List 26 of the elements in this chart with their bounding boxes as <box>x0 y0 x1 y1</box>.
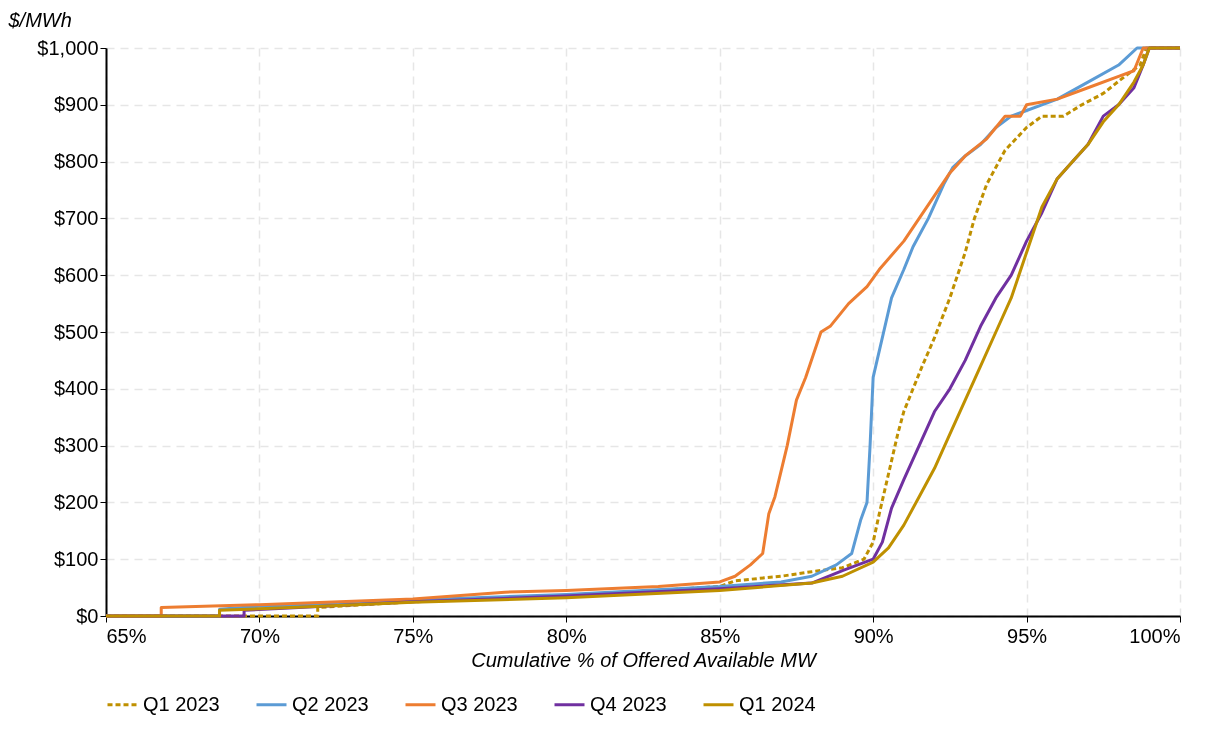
x-tick-label: 100% <box>1129 624 1181 647</box>
y-tick-label: $700 <box>54 206 99 229</box>
x-tick-label: 90% <box>853 624 894 647</box>
y-tick-label: $900 <box>54 93 99 116</box>
x-tick-label: 85% <box>700 624 741 647</box>
y-axis-title: $/MWh <box>7 8 72 31</box>
y-tick-label: $200 <box>54 490 99 513</box>
legend-label: Q4 2023 <box>590 692 667 715</box>
x-tick-label: 95% <box>1007 624 1048 647</box>
y-tick-label: $100 <box>54 547 99 570</box>
y-tick-label: $800 <box>54 150 99 173</box>
y-tick-label: $500 <box>54 320 99 343</box>
y-tick-label: $1,000 <box>37 36 99 59</box>
y-tick-label: $300 <box>54 434 99 457</box>
legend-label: Q1 2024 <box>739 692 816 715</box>
x-axis-title: Cumulative % of Offered Available MW <box>471 648 818 671</box>
legend-label: Q1 2023 <box>143 692 220 715</box>
y-tick-label: $400 <box>54 377 99 400</box>
x-tick-label: 75% <box>393 624 434 647</box>
x-tick-label: 70% <box>239 624 281 647</box>
x-tick-label: 65% <box>106 624 147 647</box>
x-tick-label: 80% <box>546 624 588 647</box>
y-tick-label: $600 <box>54 263 99 286</box>
legend-label: Q3 2023 <box>441 692 518 715</box>
y-tick-label: $0 <box>76 604 99 627</box>
legend-label: Q2 2023 <box>292 692 369 715</box>
